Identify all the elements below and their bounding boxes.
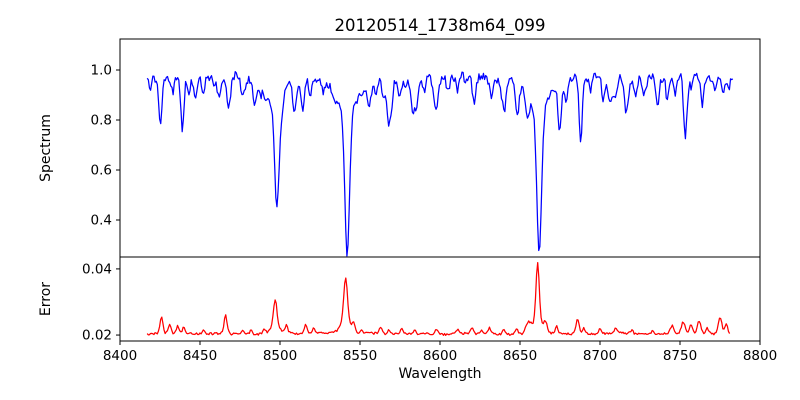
error-axes-spine [119, 256, 761, 342]
x-tick-label: 8500 [263, 348, 297, 364]
y-tick-label: 0.8 [91, 113, 112, 129]
spectrum-axes: 1.0 0.8 0.6 0.4 [91, 63, 734, 257]
y-tick-label: 0.4 [91, 213, 112, 229]
y-tick-label: 0.04 [82, 262, 112, 278]
x-tick-label: 8650 [503, 348, 537, 364]
y-tick-label: 1.0 [91, 63, 112, 79]
x-tick-label: 8600 [423, 348, 457, 364]
x-axis-label: Wavelength [398, 366, 481, 382]
x-tick-label: 8700 [583, 348, 617, 364]
spectrum-line [146, 71, 734, 257]
y-tick-label: 0.6 [91, 163, 112, 179]
x-tick-label: 8400 [103, 348, 137, 364]
x-tick-label: 8800 [743, 348, 777, 364]
x-tick-label: 8750 [663, 348, 697, 364]
error-y-axis-label: Error [38, 282, 54, 316]
chart-title: 20120514_1738m64_099 [334, 16, 545, 36]
error-axes: 0.04 0.02 8400 8450 8500 8550 8600 8650 8700 8750… [82, 262, 777, 364]
error-line [146, 261, 731, 337]
spectrum-axes-spine [119, 38, 761, 258]
spectrum-y-axis-label: Spectrum [38, 114, 54, 182]
x-tick-label: 8550 [343, 348, 377, 364]
x-tick-label: 8450 [183, 348, 217, 364]
y-tick-label: 0.02 [82, 328, 112, 344]
